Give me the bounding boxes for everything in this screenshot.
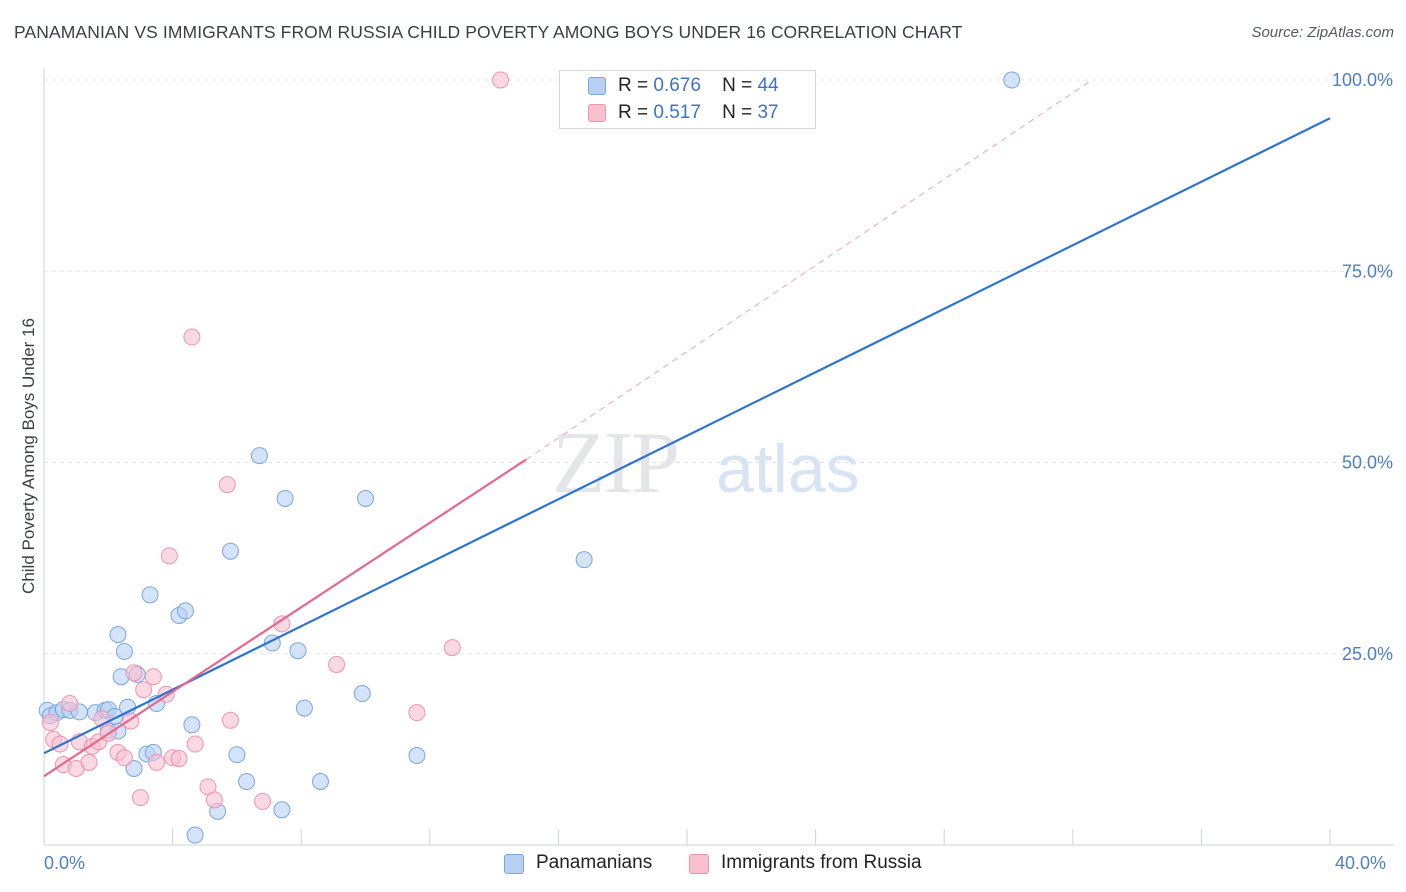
panamanian-point [186,826,204,844]
panamanian-point [221,542,239,560]
panamanian-point [228,746,246,764]
watermark-atlas: atlas [716,431,860,507]
legend-r-label: R = [618,75,649,96]
chart-title: PANAMANIAN VS IMMIGRANTS FROM RUSSIA CHI… [14,22,963,42]
russia-point [148,753,166,771]
russia-point [125,664,143,682]
panamanian-point [295,699,313,717]
russia-trend-extension [525,79,1093,460]
panamanian-point [238,773,256,791]
russia-point [205,791,223,809]
panamanian-point [276,489,294,507]
panamanian-point [183,716,201,734]
bottom-legend-swatch-blue [504,854,524,874]
legend-swatch-blue [588,77,606,95]
y-tick-label: 50.0% [1342,453,1393,473]
legend-swatch-pink [588,104,606,122]
panamanian-point [408,746,426,764]
y-tick-labels: 25.0% 50.0% 75.0% 100.0% [1332,70,1393,664]
panamanian-point [141,586,159,604]
legend-r-value: 0.517 [653,102,701,123]
legend-n-value: 44 [757,75,779,96]
russia-point [131,789,149,807]
russia-point [160,547,178,565]
trend-layer [43,79,1331,778]
panamanian-trend-line [43,117,1331,755]
russia-point [186,735,204,753]
panamanian-point [250,447,268,465]
bottom-legend-swatch-pink [689,854,709,874]
panamanian-point [109,626,127,644]
russia-trend-line [43,458,527,778]
x-tick-label-min: 0.0% [44,853,86,873]
y-axis-label: Child Poverty Among Boys Under 16 [19,318,38,594]
russia-point [254,792,272,810]
legend-n-label: N = [722,75,753,96]
russia-point [328,655,346,673]
russia-point [80,753,98,771]
source-credit: Source: ZipAtlas.com [1251,24,1394,41]
russia-point [144,668,162,686]
panamanian-point [289,642,307,660]
watermark: ZIP atlas [552,415,860,512]
y-tick-label: 75.0% [1342,261,1393,281]
russia-point [443,639,461,657]
points-layer [38,71,1021,844]
russia-point [408,704,426,722]
watermark-zip: ZIP [552,415,678,512]
russia-point [115,749,133,767]
y-tick-label: 100.0% [1332,70,1393,90]
russia-point [135,681,153,699]
russia-point [221,711,239,729]
panamanian-point [353,685,371,703]
panamanian-point [273,801,291,819]
russia-point [41,714,59,732]
legend-r-value: 0.676 [653,75,701,96]
grid-layer [44,79,1394,655]
bottom-legend-label: Immigrants from Russia [721,852,922,873]
panamanian-point [357,489,374,507]
russia-point [218,476,236,494]
panamanian-point [311,773,329,791]
legend-r-label: R = [618,102,649,123]
panamanian-point [125,760,143,777]
panamanian-point [1003,71,1021,89]
russia-point [183,328,201,346]
bottom-legend-label: Panamanians [536,852,653,873]
russia-point [170,750,188,768]
y-tick-label: 25.0% [1342,644,1393,664]
correlation-legend: R = 0.676 N = 44 R = 0.517 N = 37 [559,70,816,129]
x-tick-label-max: 40.0% [1335,853,1387,873]
russia-point [51,735,69,753]
russia-point [492,71,510,89]
panamanian-point [575,551,593,569]
legend-n-label: N = [722,102,753,123]
panamanian-point [176,602,194,620]
panamanian-point [115,642,133,660]
legend-n-value: 37 [757,102,779,123]
russia-point [61,694,79,712]
